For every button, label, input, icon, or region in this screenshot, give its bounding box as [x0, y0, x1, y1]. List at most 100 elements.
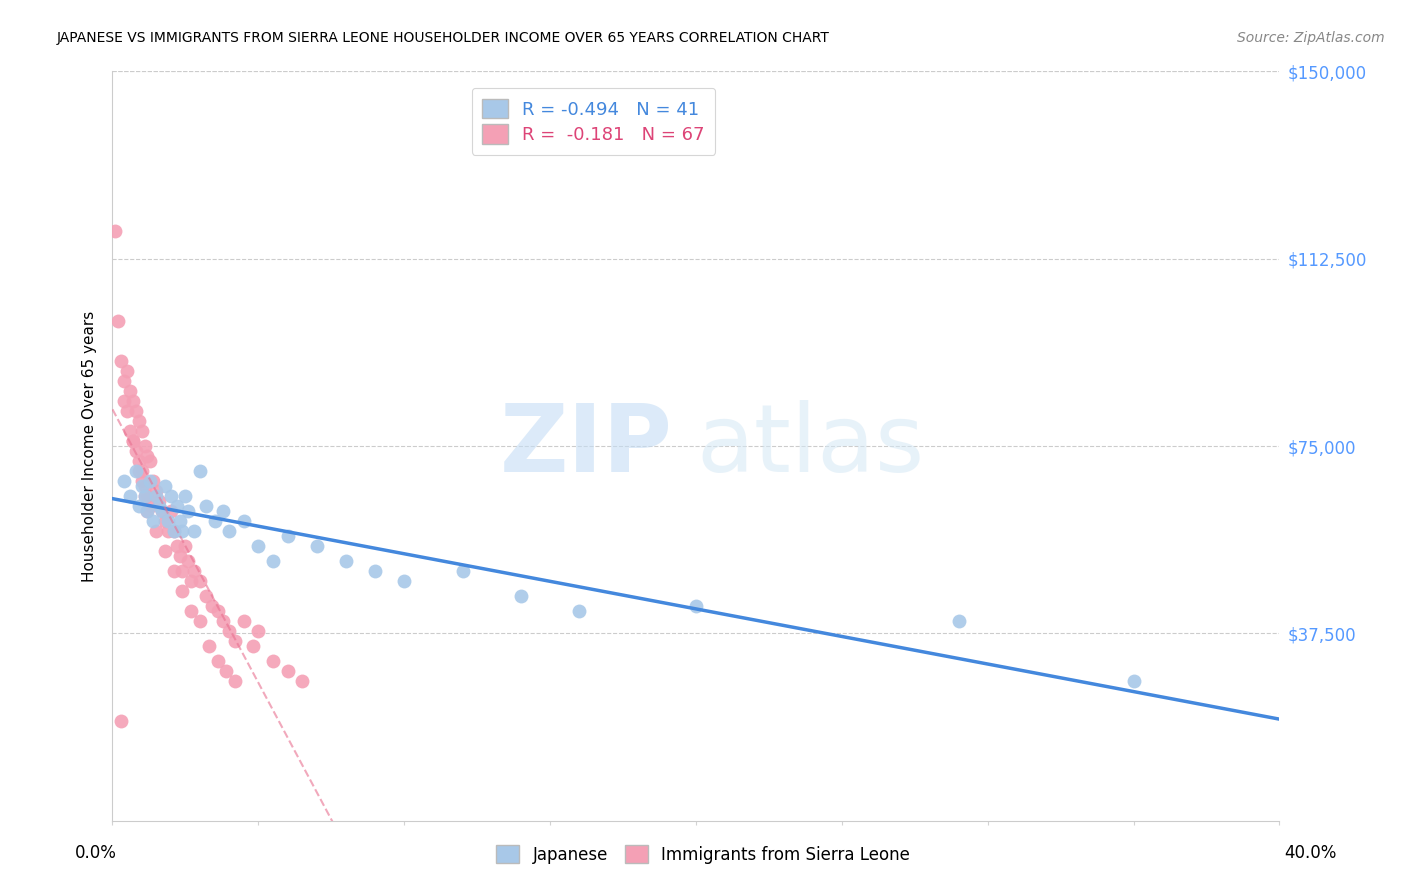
Point — [122, 434, 145, 448]
Point — [122, 394, 145, 409]
Text: 0.0%: 0.0% — [75, 844, 117, 862]
Point — [145, 489, 167, 503]
Point — [131, 464, 153, 478]
Point — [194, 499, 217, 513]
Point — [232, 514, 254, 528]
Point — [180, 574, 202, 588]
Point — [139, 499, 162, 513]
Point — [262, 554, 284, 568]
Point — [163, 524, 186, 538]
Point — [169, 549, 191, 563]
Point — [148, 499, 170, 513]
Point — [142, 514, 165, 528]
Point — [118, 489, 141, 503]
Point — [136, 489, 159, 503]
Point — [110, 354, 132, 368]
Point — [163, 564, 186, 578]
Point — [134, 439, 156, 453]
Y-axis label: Householder Income Over 65 years: Householder Income Over 65 years — [82, 310, 97, 582]
Point — [118, 384, 141, 398]
Point — [364, 564, 387, 578]
Point — [134, 479, 156, 493]
Point — [134, 489, 156, 503]
Point — [685, 599, 707, 613]
Point — [153, 514, 176, 528]
Point — [276, 664, 298, 678]
Point — [128, 414, 150, 428]
Point — [174, 539, 197, 553]
Point — [509, 589, 531, 603]
Point — [177, 504, 200, 518]
Point — [197, 639, 219, 653]
Point — [128, 499, 150, 513]
Point — [169, 514, 191, 528]
Point — [134, 489, 156, 503]
Point — [224, 673, 246, 688]
Point — [207, 654, 229, 668]
Point — [218, 624, 240, 638]
Point — [247, 624, 270, 638]
Point — [104, 224, 127, 238]
Point — [207, 604, 229, 618]
Point — [118, 424, 141, 438]
Point — [153, 544, 176, 558]
Point — [174, 489, 197, 503]
Point — [335, 554, 357, 568]
Point — [188, 464, 211, 478]
Point — [131, 424, 153, 438]
Point — [136, 504, 159, 518]
Legend: R = -0.494   N = 41, R =  -0.181   N = 67: R = -0.494 N = 41, R = -0.181 N = 67 — [471, 88, 716, 154]
Point — [183, 564, 205, 578]
Point — [172, 583, 194, 598]
Point — [112, 374, 135, 388]
Point — [180, 604, 202, 618]
Point — [451, 564, 474, 578]
Point — [139, 454, 162, 468]
Point — [224, 633, 246, 648]
Legend: Japanese, Immigrants from Sierra Leone: Japanese, Immigrants from Sierra Leone — [489, 838, 917, 871]
Point — [1122, 673, 1144, 688]
Point — [125, 444, 148, 458]
Point — [156, 524, 179, 538]
Point — [183, 524, 205, 538]
Point — [145, 483, 167, 498]
Point — [139, 474, 162, 488]
Point — [172, 564, 194, 578]
Point — [112, 474, 135, 488]
Point — [163, 524, 186, 538]
Point — [128, 464, 150, 478]
Point — [188, 614, 211, 628]
Point — [125, 464, 148, 478]
Point — [136, 449, 159, 463]
Point — [215, 664, 238, 678]
Point — [150, 504, 173, 518]
Point — [160, 504, 183, 518]
Point — [212, 614, 235, 628]
Text: ZIP: ZIP — [499, 400, 672, 492]
Point — [194, 589, 217, 603]
Point — [242, 639, 264, 653]
Point — [201, 599, 224, 613]
Point — [156, 514, 179, 528]
Point — [218, 524, 240, 538]
Point — [115, 404, 138, 418]
Point — [232, 614, 254, 628]
Point — [160, 489, 183, 503]
Point — [112, 394, 135, 409]
Point — [128, 454, 150, 468]
Point — [166, 499, 188, 513]
Point — [153, 479, 176, 493]
Point — [948, 614, 970, 628]
Text: 40.0%: 40.0% — [1284, 844, 1337, 862]
Text: Source: ZipAtlas.com: Source: ZipAtlas.com — [1237, 31, 1385, 45]
Point — [212, 504, 235, 518]
Point — [148, 494, 170, 508]
Text: JAPANESE VS IMMIGRANTS FROM SIERRA LEONE HOUSEHOLDER INCOME OVER 65 YEARS CORREL: JAPANESE VS IMMIGRANTS FROM SIERRA LEONE… — [56, 31, 830, 45]
Point — [150, 504, 173, 518]
Point — [145, 524, 167, 538]
Point — [172, 524, 194, 538]
Point — [188, 574, 211, 588]
Point — [122, 434, 145, 448]
Text: atlas: atlas — [696, 400, 924, 492]
Point — [394, 574, 416, 588]
